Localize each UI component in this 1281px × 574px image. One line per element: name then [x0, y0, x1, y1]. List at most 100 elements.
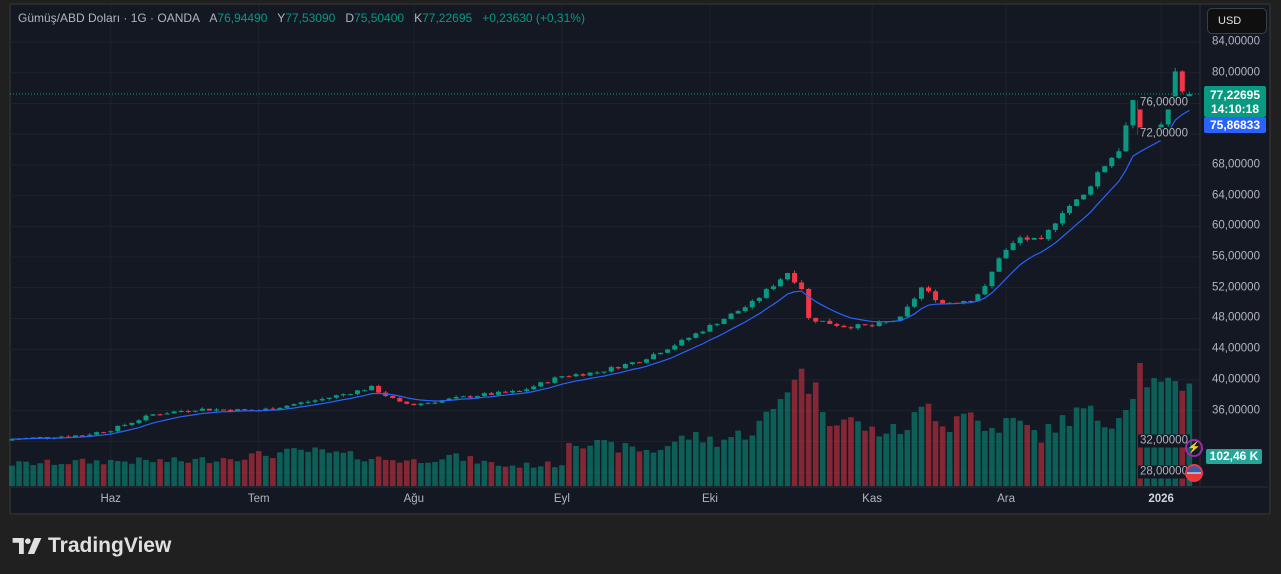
volume-value-tag: 102,46 K	[1206, 449, 1262, 464]
volume-bar	[333, 451, 340, 486]
time-tick-label: Eyl	[553, 493, 570, 505]
volume-bar	[114, 461, 121, 486]
candle-body	[340, 394, 346, 396]
candle-body	[1109, 157, 1115, 167]
volume-bar	[1080, 408, 1087, 486]
candle-body	[199, 408, 205, 411]
candle-body	[940, 300, 946, 304]
candle-body	[354, 390, 360, 395]
volume-bar	[340, 452, 347, 486]
candle-body	[524, 389, 530, 392]
candle-body	[192, 410, 198, 412]
volume-bar	[284, 448, 290, 486]
volume-bar	[904, 430, 911, 486]
candle-body	[37, 437, 43, 439]
volume-bar	[143, 459, 149, 486]
volume-bar	[671, 441, 678, 486]
volume-bar	[375, 456, 382, 486]
change-value: +0,23630 (+0,31%)	[482, 11, 585, 25]
candle-body	[686, 337, 692, 340]
lightning-event-icon[interactable]: ⚡	[1185, 439, 1203, 457]
high-value: 77,53090	[285, 11, 336, 25]
candle-body	[855, 324, 861, 329]
candle-body	[439, 400, 445, 403]
candle-body	[862, 324, 868, 326]
candle-body	[1024, 237, 1030, 240]
candle-body	[171, 411, 177, 414]
volume-bar	[1101, 427, 1108, 486]
volume-bar	[86, 463, 93, 486]
volume-bar	[1172, 381, 1179, 486]
price-tick-label: 76,00000	[1138, 96, 1190, 110]
volume-bar	[573, 445, 579, 486]
volume-bar	[883, 433, 889, 486]
volume-bar	[749, 435, 756, 486]
candle-body	[869, 325, 875, 327]
candle-body	[108, 431, 114, 433]
volume-bar	[129, 463, 135, 486]
candle-body	[319, 398, 325, 401]
time-tick-label: Ağu	[403, 493, 425, 505]
volume-bar	[51, 464, 58, 486]
tradingview-logo[interactable]: TradingView	[12, 534, 171, 558]
candle-body	[157, 414, 163, 416]
candle-body	[531, 386, 537, 390]
time-tick-label: Tem	[247, 493, 270, 505]
candle-body	[446, 398, 452, 401]
volume-bar	[1052, 432, 1059, 486]
candle-body	[820, 320, 826, 322]
candle-body	[1158, 124, 1164, 129]
candle-body	[143, 415, 149, 421]
price-tick-label: 48,00000	[1212, 311, 1260, 324]
volume-bar	[425, 462, 431, 486]
volume-bar	[206, 463, 213, 486]
candle-body	[136, 420, 142, 423]
high-label: Y	[277, 11, 286, 25]
volume-bar	[453, 453, 459, 486]
price-tick-label: 52,00000	[1212, 281, 1260, 294]
time-tick-label: Kas	[862, 493, 883, 505]
volume-bar	[763, 411, 770, 486]
volume-bar	[876, 436, 882, 486]
volume-bar	[552, 467, 558, 486]
volume-bar	[319, 449, 325, 486]
close-label: K	[414, 11, 423, 25]
symbol-name: Gümüş/ABD Doları · 1G · OANDA	[18, 11, 201, 25]
volume-bar	[728, 437, 734, 486]
us-flag-economic-event-icon[interactable]	[1185, 464, 1203, 482]
candle-body	[9, 439, 15, 441]
candle-body	[72, 435, 78, 437]
low-label: D	[345, 11, 355, 25]
volume-bar	[848, 417, 854, 486]
volume-bar	[925, 403, 932, 486]
candle-body	[411, 403, 417, 406]
candle-body	[1102, 166, 1108, 173]
volume-bar	[700, 442, 706, 486]
volume-bar	[1158, 381, 1164, 486]
candle-body	[474, 396, 480, 398]
candle-body	[185, 411, 191, 413]
candle-body	[933, 291, 939, 301]
volume-bar	[220, 458, 227, 486]
volume-bar	[523, 462, 530, 486]
volume-bar	[150, 462, 156, 486]
volume-bar	[411, 459, 417, 486]
time-tick-label: 2026	[1148, 493, 1174, 505]
volume-bar	[968, 412, 974, 486]
volume-bar	[72, 460, 79, 486]
volume-bar	[1130, 398, 1136, 486]
volume-bar	[650, 452, 657, 486]
currency-button[interactable]: USD	[1207, 8, 1267, 34]
volume-bar	[530, 467, 537, 486]
volume-bar	[636, 451, 643, 486]
ma-value-tag: 75,86833	[1204, 117, 1266, 133]
volume-bar	[1010, 417, 1016, 486]
volume-bar	[502, 466, 509, 486]
volume-bar	[347, 451, 354, 486]
candle-body	[481, 393, 487, 397]
candle-body	[658, 352, 664, 355]
volume-bar	[9, 465, 15, 486]
volume-bar	[545, 461, 551, 486]
candle-body	[270, 408, 276, 410]
